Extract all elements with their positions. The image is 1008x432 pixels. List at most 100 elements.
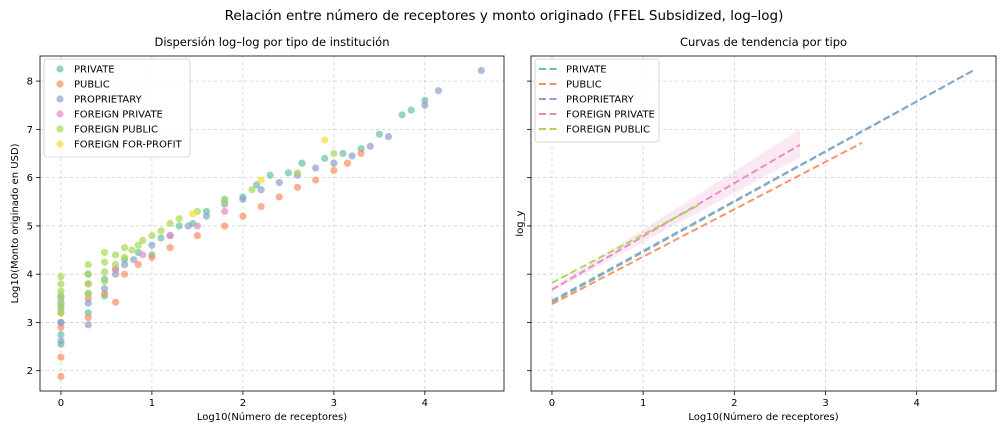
data-point	[384, 133, 393, 141]
legend-label: PRIVATE	[566, 65, 607, 76]
trend-panel: 0 1 2 3 4 Curvas de tendencia por tipo Log10(N…	[515, 35, 997, 423]
data-point	[84, 321, 92, 329]
data-point	[477, 66, 485, 75]
data-point	[175, 215, 183, 223]
data-point	[321, 154, 329, 162]
series-foreign-private	[57, 207, 229, 302]
data-point	[111, 251, 120, 259]
legend-marker	[56, 125, 64, 133]
data-point	[84, 280, 92, 288]
data-point	[121, 244, 129, 252]
series-public	[57, 149, 365, 381]
series-foreign-public	[57, 149, 338, 317]
legend-marker	[56, 110, 64, 118]
data-point	[100, 277, 109, 286]
series-foreign-for-profit	[189, 136, 329, 218]
data-point	[375, 130, 383, 138]
legend-item-private: PRIVATE	[539, 65, 607, 76]
data-point	[221, 198, 229, 206]
legend-marker	[56, 80, 64, 88]
data-point	[121, 253, 129, 261]
data-point	[257, 203, 265, 211]
data-point	[248, 186, 256, 194]
data-point	[134, 260, 142, 269]
data-point	[266, 171, 274, 179]
data-point	[330, 166, 338, 175]
y-axis-label: log_y	[515, 210, 526, 236]
data-point	[57, 309, 65, 317]
data-point	[330, 149, 338, 158]
data-point	[111, 298, 120, 306]
y-tick-label: 6	[27, 173, 33, 184]
data-point	[111, 260, 120, 269]
data-point	[84, 260, 92, 269]
data-point	[57, 301, 65, 310]
data-point	[57, 353, 65, 361]
data-point	[166, 244, 174, 252]
legend: PRIVATE PUBLIC PROPRIETARY FOREIGN PRIVATE F…	[534, 58, 660, 143]
y-tick-label: 8	[27, 77, 33, 88]
data-point	[202, 212, 211, 220]
y-tick-label: 3	[27, 318, 33, 329]
x-tick-label: 4	[422, 398, 428, 409]
data-point	[293, 169, 302, 177]
data-point	[157, 234, 165, 242]
scatter-panel: 0 1 2 3 4 2 3 4 5 6 7 8 Dispersión log–log por tipo …	[10, 35, 505, 423]
data-point	[100, 258, 109, 266]
data-point	[193, 231, 201, 240]
data-point	[421, 101, 429, 109]
data-point	[398, 111, 406, 119]
legend-label: PRIVATE	[74, 65, 115, 76]
data-point	[193, 222, 201, 230]
data-point	[121, 270, 129, 278]
legend-label: FOREIGN PUBLIC	[566, 125, 650, 136]
data-point	[434, 87, 443, 95]
legend-marker	[56, 95, 64, 103]
data-point	[407, 106, 415, 114]
trend-line-proprietary	[551, 69, 974, 302]
data-point	[330, 159, 338, 167]
axes-title: Dispersión log–log por tipo de instituci…	[154, 35, 389, 49]
axes-frame	[39, 55, 505, 392]
legend-label: PROPRIETARY	[74, 95, 143, 106]
y-tick-label: 7	[27, 125, 33, 136]
legend-item-foreign-public: FOREIGN PUBLIC	[539, 125, 650, 136]
data-point	[239, 195, 247, 203]
legend-item-foreign-public: FOREIGN PUBLIC	[56, 125, 158, 136]
data-point	[57, 294, 65, 302]
data-point	[257, 186, 265, 194]
trend-line-foreign-public	[551, 204, 699, 284]
data-point	[139, 251, 147, 259]
legend-item-private: PRIVATE	[56, 65, 115, 76]
data-point	[57, 330, 65, 339]
data-point	[57, 287, 65, 295]
data-point	[298, 159, 306, 167]
data-point	[321, 136, 329, 144]
data-point	[312, 164, 320, 172]
legend-label: FOREIGN PRIVATE	[74, 110, 163, 121]
x-tick-label: 4	[913, 398, 919, 409]
data-point	[148, 241, 156, 249]
data-point	[139, 236, 147, 244]
legend-box	[534, 58, 660, 143]
data-point	[84, 289, 92, 298]
data-point	[100, 248, 109, 257]
data-point	[100, 285, 109, 293]
x-axis-label: Log10(Número de receptores)	[688, 411, 838, 423]
data-point	[57, 318, 65, 327]
plot-area	[57, 66, 485, 381]
legend-marker	[56, 140, 64, 148]
data-point	[148, 231, 156, 240]
data-point	[134, 241, 142, 249]
trend-line-foreign-private	[551, 143, 801, 291]
data-point	[57, 280, 65, 288]
y-tick-label: 4	[27, 270, 33, 281]
y-tick-label: 5	[27, 221, 33, 232]
data-point	[84, 299, 92, 307]
legend-label: PROPRIETARY	[566, 95, 635, 106]
data-point	[175, 222, 183, 230]
legend: PRIVATE PUBLIC PROPRIETARY FOREIGN PRIVATE F…	[43, 58, 191, 158]
y-axis-label: Log10(Monto originado en USD)	[10, 143, 21, 303]
data-point	[84, 314, 92, 322]
